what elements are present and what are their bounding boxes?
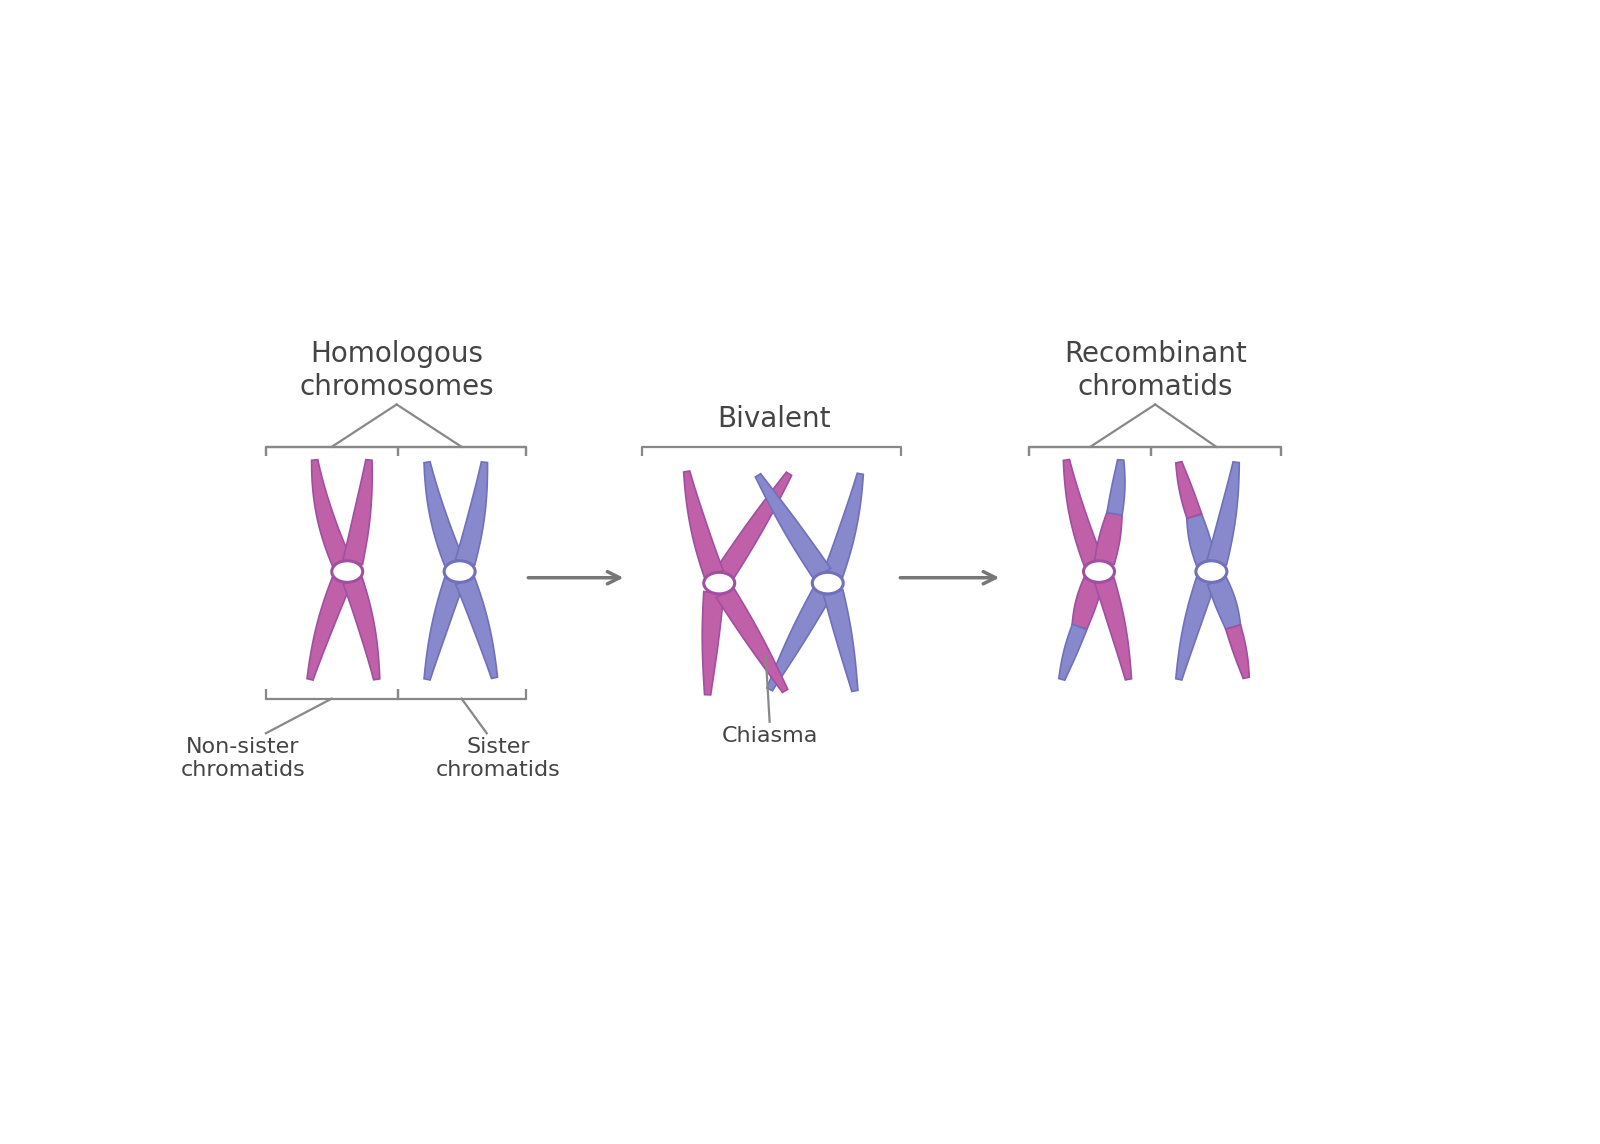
Ellipse shape <box>1195 561 1227 582</box>
Polygon shape <box>1226 625 1250 678</box>
Polygon shape <box>424 462 464 566</box>
Polygon shape <box>1107 460 1125 515</box>
Polygon shape <box>1072 578 1102 629</box>
Ellipse shape <box>1083 561 1115 582</box>
Polygon shape <box>1206 462 1240 565</box>
Polygon shape <box>702 591 723 694</box>
Text: Recombinant
chromatids: Recombinant chromatids <box>1064 340 1246 400</box>
Polygon shape <box>683 471 723 578</box>
Polygon shape <box>1176 461 1202 518</box>
Polygon shape <box>824 474 864 578</box>
Text: Non-sister
chromatids: Non-sister chromatids <box>181 737 306 780</box>
Polygon shape <box>1094 513 1122 564</box>
Polygon shape <box>824 590 858 691</box>
Text: Chiasma: Chiasma <box>722 725 818 746</box>
Polygon shape <box>717 587 787 692</box>
Polygon shape <box>424 578 464 680</box>
Polygon shape <box>456 577 498 678</box>
Polygon shape <box>1059 625 1086 681</box>
Text: Sister
chromatids: Sister chromatids <box>435 737 560 780</box>
Polygon shape <box>1208 577 1240 629</box>
Polygon shape <box>312 460 350 566</box>
Polygon shape <box>766 587 830 691</box>
Polygon shape <box>342 460 373 564</box>
Ellipse shape <box>704 572 734 594</box>
Text: Homologous
chromosomes: Homologous chromosomes <box>299 340 494 400</box>
Polygon shape <box>1176 578 1216 680</box>
Ellipse shape <box>331 561 363 582</box>
Text: Bivalent: Bivalent <box>717 405 830 432</box>
Ellipse shape <box>813 572 843 594</box>
Polygon shape <box>456 462 488 565</box>
Polygon shape <box>342 578 379 680</box>
Polygon shape <box>1187 515 1216 565</box>
Polygon shape <box>755 474 830 580</box>
Polygon shape <box>307 577 350 680</box>
Polygon shape <box>1094 578 1131 680</box>
Polygon shape <box>1064 460 1102 566</box>
Ellipse shape <box>445 561 475 582</box>
Polygon shape <box>717 472 792 579</box>
